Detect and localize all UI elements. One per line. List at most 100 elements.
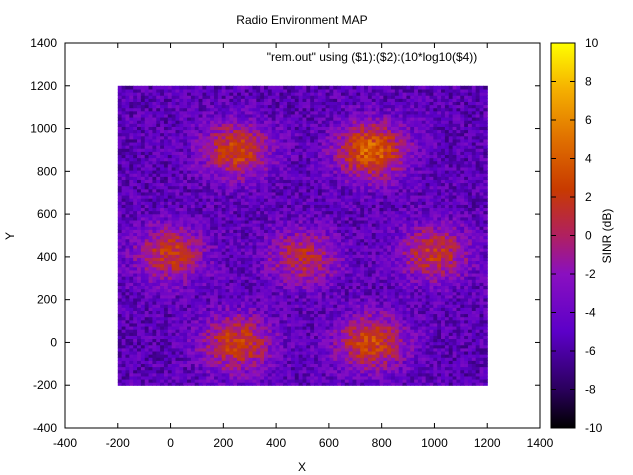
heatmap-cell — [225, 263, 230, 268]
heatmap-cell — [417, 347, 423, 352]
heatmap-cell — [425, 238, 431, 243]
heatmap-cell — [325, 282, 331, 287]
heatmap-cell — [129, 257, 134, 262]
heatmap-cell — [441, 366, 446, 371]
heatmap-cell — [394, 223, 400, 227]
heatmap-cell — [340, 238, 346, 243]
heatmap-cell — [344, 263, 350, 268]
heatmap-cell — [183, 350, 188, 355]
heatmap-cell — [391, 366, 396, 371]
heatmap-cell — [429, 329, 434, 333]
heatmap-cell — [290, 316, 296, 321]
heatmap-cell — [429, 354, 434, 358]
heatmap-cell — [117, 244, 123, 249]
heatmap-cell — [475, 254, 481, 258]
heatmap-cell — [233, 325, 238, 330]
heatmap-cell — [287, 341, 292, 346]
heatmap-cell — [248, 378, 254, 383]
heatmap-cell — [325, 285, 331, 290]
heatmap-cell — [325, 313, 331, 318]
heatmap-cell — [383, 325, 388, 330]
heatmap-cell — [290, 329, 296, 333]
heatmap-cell — [317, 350, 323, 355]
heatmap-cell — [221, 329, 227, 333]
heatmap-cell — [244, 260, 250, 265]
heatmap-cell — [421, 363, 427, 368]
heatmap-cell — [237, 229, 242, 233]
heatmap-cell — [448, 341, 454, 346]
heatmap-cell — [483, 232, 488, 237]
heatmap-cell — [217, 232, 223, 237]
heatmap-cell — [464, 350, 469, 355]
heatmap-cell — [414, 319, 419, 324]
heatmap-cell — [444, 269, 450, 274]
heatmap-cell — [117, 366, 123, 371]
heatmap-cell — [402, 285, 408, 290]
heatmap-cell — [471, 301, 477, 305]
heatmap-cell — [244, 360, 250, 364]
heatmap-cell — [183, 313, 188, 318]
heatmap-cell — [383, 288, 388, 293]
heatmap-cell — [464, 310, 469, 315]
heatmap-cell — [290, 235, 296, 240]
heatmap-cell — [329, 291, 334, 296]
heatmap-cell — [298, 263, 304, 268]
heatmap-cell — [479, 297, 484, 302]
heatmap-cell — [252, 244, 257, 249]
heatmap-cell — [240, 369, 246, 374]
heatmap-cell — [163, 272, 169, 277]
heatmap-cell — [171, 310, 177, 315]
heatmap-cell — [283, 244, 288, 249]
heatmap-cell — [356, 357, 361, 361]
heatmap-cell — [240, 357, 246, 361]
heatmap-cell — [410, 313, 415, 318]
heatmap-cell — [337, 344, 342, 349]
heatmap-cell — [233, 226, 238, 230]
heatmap-cell — [152, 382, 157, 386]
heatmap-cell — [198, 325, 204, 330]
heatmap-cell — [210, 301, 215, 305]
heatmap-cell — [471, 257, 477, 262]
heatmap-cell — [356, 319, 361, 324]
heatmap-cell — [317, 301, 323, 305]
heatmap-cell — [360, 257, 365, 262]
heatmap-cell — [240, 226, 246, 230]
heatmap-cell — [444, 301, 450, 305]
heatmap-cell — [460, 378, 465, 383]
heatmap-cell — [144, 301, 150, 305]
heatmap-cell — [125, 338, 130, 343]
heatmap-cell — [352, 344, 357, 349]
heatmap-cell — [144, 288, 150, 293]
heatmap-cell — [275, 229, 281, 233]
heatmap-cell — [194, 232, 200, 237]
heatmap-cell — [283, 313, 288, 318]
heatmap-cell — [175, 354, 180, 358]
heatmap-cell — [148, 251, 154, 255]
heatmap-cell — [244, 279, 250, 283]
heatmap-cell — [267, 266, 273, 271]
heatmap-cell — [171, 301, 177, 305]
heatmap-cell — [479, 382, 484, 386]
heatmap-cell — [260, 366, 265, 371]
heatmap-cell — [206, 316, 211, 321]
heatmap-cell — [194, 301, 200, 305]
heatmap-cell — [414, 266, 419, 271]
heatmap-cell — [302, 257, 307, 262]
heatmap-cell — [387, 369, 392, 374]
heatmap-cell — [187, 360, 192, 364]
heatmap-cell — [283, 335, 288, 340]
heatmap-cell — [206, 282, 211, 287]
heatmap-cell — [456, 297, 461, 302]
heatmap-cell — [229, 332, 234, 336]
heatmap-cell — [329, 251, 334, 255]
heatmap-cell — [437, 344, 442, 349]
heatmap-cell — [337, 316, 342, 321]
heatmap-cell — [290, 244, 296, 249]
heatmap-cell — [340, 332, 346, 336]
heatmap-cell — [340, 266, 346, 271]
heatmap-cell — [306, 360, 311, 364]
heatmap-cell — [414, 269, 419, 274]
heatmap-cell — [425, 338, 431, 343]
heatmap-cell — [210, 241, 215, 246]
heatmap-cell — [225, 313, 230, 318]
